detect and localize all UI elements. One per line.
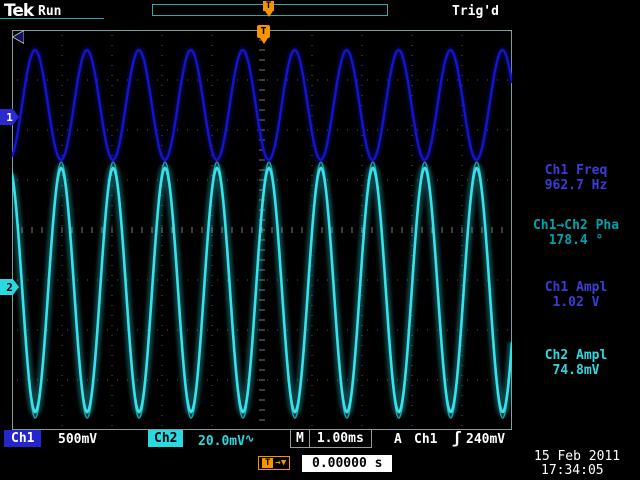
trigger-position-readout-icon: T →▼ — [258, 456, 291, 470]
trigger-status: Trig'd — [452, 4, 499, 19]
main-timebase: M 1.00ms — [290, 429, 372, 448]
measurement-value: 178.4 ° — [548, 233, 604, 248]
measurement-value: 74.8mV — [552, 363, 600, 378]
ch1-channel-chip: Ch1 — [4, 430, 42, 447]
measurement-label: Ch1 Ampl — [544, 280, 608, 295]
measurement-label: Ch2 Ampl — [544, 348, 608, 363]
down-arrow-icon — [264, 11, 273, 17]
trigger-position-value: 0.00000 s — [302, 455, 393, 472]
down-arrow-icon — [259, 38, 268, 44]
measurement-value: 1.02 V — [552, 295, 600, 310]
trigger-level: 240mV — [466, 432, 506, 447]
trigger-top-indicator: T — [256, 25, 271, 44]
time-readout: 17:34:05 — [541, 463, 604, 478]
trigger-level-arrow — [12, 30, 24, 44]
measurement-ch1-ch2-phase: Ch1→Ch2 Pha 178.4 ° — [515, 218, 637, 248]
measurement-label: Ch1 Freq — [544, 163, 608, 178]
waveform-display — [12, 30, 512, 430]
ch2-waveform — [12, 166, 512, 414]
measurement-ch1-ampl: Ch1 Ampl 1.02 V — [515, 280, 637, 310]
arrow-icons: →▼ — [275, 458, 287, 468]
acquisition-state: Run — [38, 4, 62, 19]
measurement-ch2-ampl: Ch2 Ampl 74.8mV — [515, 348, 637, 378]
header-underline — [0, 18, 104, 19]
date-readout: 15 Feb 2011 — [534, 449, 621, 464]
measurement-label: Ch1→Ch2 Pha — [532, 218, 620, 233]
ac-coupling-icon: ∿ — [244, 432, 255, 445]
ch1-waveform — [12, 48, 512, 162]
ch2-volts-per-div: 20.0mV∿ — [198, 432, 254, 449]
ch1-volts-per-div: 500mV — [58, 432, 98, 447]
measurement-value: 962.7 Hz — [544, 178, 608, 193]
trigger-source: Ch1 — [414, 432, 438, 447]
trigger-t-icon: T — [257, 25, 270, 38]
timebase-label: M — [291, 430, 310, 447]
ch1-ground-marker: 1 — [0, 109, 19, 125]
timebase-value: 1.00ms — [316, 431, 364, 446]
ch2-scale-value: 20.0mV — [198, 434, 245, 449]
measurement-ch1-freq: Ch1 Freq 962.7 Hz — [515, 163, 637, 193]
trigger-t-icon: T — [262, 458, 274, 468]
ch2-channel-chip: Ch2 — [148, 430, 184, 447]
tek-logo: Tek — [4, 1, 34, 21]
ch2-ground-marker: 2 — [0, 279, 19, 295]
trigger-t-icon: T — [262, 1, 275, 11]
trigger-position-marker: T — [261, 1, 276, 17]
rising-edge-icon: ʃ — [452, 428, 462, 447]
trigger-type: A — [394, 432, 402, 447]
graticule-area: T 1 2 — [0, 25, 512, 430]
